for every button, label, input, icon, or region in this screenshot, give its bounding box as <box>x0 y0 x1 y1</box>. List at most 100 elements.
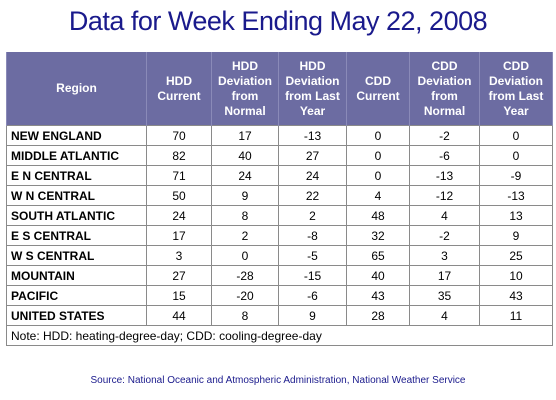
value-cell: 15 <box>146 285 212 306</box>
value-cell: -20 <box>211 285 279 306</box>
value-cell: 0 <box>346 165 410 186</box>
header-line: from Last <box>488 88 544 103</box>
value-cell: 65 <box>346 245 410 266</box>
value-cell: 4 <box>346 185 410 206</box>
value-cell: 0 <box>211 245 279 266</box>
value-cell: -15 <box>278 265 347 286</box>
value-cell: 22 <box>278 185 347 206</box>
header-line: Normal <box>224 103 266 118</box>
table-note-row: Note: HDD: heating-degree-day; CDD: cool… <box>6 325 553 346</box>
header-region: Region <box>6 52 147 126</box>
header-line: Year <box>503 103 529 118</box>
table-row: E N CENTRAL 71 24 24 0 -13 -9 <box>6 165 553 186</box>
value-cell: 2 <box>278 205 347 226</box>
header-line: Year <box>299 103 326 118</box>
value-cell: 4 <box>409 305 480 326</box>
region-cell: PACIFIC <box>6 285 147 306</box>
table-note: Note: HDD: heating-degree-day; CDD: cool… <box>6 325 553 346</box>
header-cdd-deviation-last-year: CDD Deviation from Last Year <box>479 52 553 126</box>
value-cell: 0 <box>479 145 553 166</box>
value-cell: 17 <box>211 125 279 146</box>
header-line: Deviation <box>417 73 472 88</box>
table-row: NEW ENGLAND 70 17 -13 0 -2 0 <box>6 125 553 146</box>
header-hdd-deviation-normal: HDD Deviation from Normal <box>211 52 279 126</box>
weather-data-table: Region HDD Current HDD Deviation from Normal… <box>6 52 553 346</box>
value-cell: 43 <box>479 285 553 306</box>
header-line: HDD <box>232 58 258 73</box>
table-header-row: Region HDD Current HDD Deviation from Normal… <box>6 52 553 126</box>
value-cell: 10 <box>479 265 553 286</box>
value-cell: 27 <box>278 145 347 166</box>
value-cell: 24 <box>146 205 212 226</box>
value-cell: 0 <box>346 125 410 146</box>
value-cell: 11 <box>479 305 553 326</box>
value-cell: -6 <box>409 145 480 166</box>
header-line: Deviation <box>217 73 272 88</box>
value-cell: 13 <box>479 205 553 226</box>
value-cell: 40 <box>346 265 410 286</box>
header-line: from Last <box>285 88 340 103</box>
value-cell: -6 <box>278 285 347 306</box>
value-cell: -13 <box>278 125 347 146</box>
value-cell: 0 <box>346 145 410 166</box>
table-row: W N CENTRAL 50 9 22 4 -12 -13 <box>6 185 553 206</box>
value-cell: -5 <box>278 245 347 266</box>
value-cell: 35 <box>409 285 480 306</box>
value-cell: 4 <box>409 205 480 226</box>
header-line: from <box>231 88 259 103</box>
value-cell: 3 <box>146 245 212 266</box>
header-line: from <box>431 88 458 103</box>
region-cell: UNITED STATES <box>6 305 147 326</box>
header-line: Current <box>356 88 400 103</box>
region-cell: NEW ENGLAND <box>6 125 147 146</box>
table-row: W S CENTRAL 3 0 -5 65 3 25 <box>6 245 553 266</box>
table-row: E S CENTRAL 17 2 -8 32 -2 9 <box>6 225 553 246</box>
table-row: UNITED STATES 44 8 9 28 4 11 <box>6 305 553 326</box>
value-cell: 9 <box>278 305 347 326</box>
table-row: PACIFIC 15 -20 -6 43 35 43 <box>6 285 553 306</box>
value-cell: 24 <box>278 165 347 186</box>
value-cell: -13 <box>409 165 480 186</box>
value-cell: -13 <box>479 185 553 206</box>
table-row: MIDDLE ATLANTIC 82 40 27 0 -6 0 <box>6 145 553 166</box>
value-cell: 2 <box>211 225 279 246</box>
value-cell: 24 <box>211 165 279 186</box>
header-line: Current <box>157 88 201 103</box>
value-cell: 71 <box>146 165 212 186</box>
value-cell: 27 <box>146 265 212 286</box>
value-cell: 8 <box>211 205 279 226</box>
value-cell: 40 <box>211 145 279 166</box>
header-line: HDD <box>166 73 192 88</box>
value-cell: 0 <box>479 125 553 146</box>
value-cell: 9 <box>211 185 279 206</box>
value-cell: 43 <box>346 285 410 306</box>
value-cell: -28 <box>211 265 279 286</box>
value-cell: 17 <box>409 265 480 286</box>
value-cell: 9 <box>479 225 553 246</box>
region-cell: MOUNTAIN <box>6 265 147 286</box>
source-credit: Source: National Oceanic and Atmospheric… <box>90 375 466 386</box>
header-line: HDD <box>299 58 326 73</box>
value-cell: -8 <box>278 225 347 246</box>
header-line: Deviation <box>285 73 340 88</box>
value-cell: 82 <box>146 145 212 166</box>
region-cell: SOUTH ATLANTIC <box>6 205 147 226</box>
page-title: Data for Week Ending May 22, 2008 <box>68 6 488 36</box>
header-line: CDD <box>503 58 529 73</box>
value-cell: -2 <box>409 125 480 146</box>
header-cdd-current: CDD Current <box>346 52 410 126</box>
region-cell: W N CENTRAL <box>6 185 147 206</box>
table-row: MOUNTAIN 27 -28 -15 40 17 10 <box>6 265 553 286</box>
region-cell: W S CENTRAL <box>6 245 147 266</box>
value-cell: 50 <box>146 185 212 206</box>
value-cell: 32 <box>346 225 410 246</box>
value-cell: 25 <box>479 245 553 266</box>
header-region-label: Region <box>56 81 97 95</box>
value-cell: 44 <box>146 305 212 326</box>
value-cell: 3 <box>409 245 480 266</box>
table-body: NEW ENGLAND 70 17 -13 0 -2 0 MIDDLE ATLANTIC 82 4… <box>6 125 553 326</box>
value-cell: 17 <box>146 225 212 246</box>
value-cell: -2 <box>409 225 480 246</box>
header-cdd-deviation-normal: CDD Deviation from Normal <box>409 52 480 126</box>
value-cell: 48 <box>346 205 410 226</box>
